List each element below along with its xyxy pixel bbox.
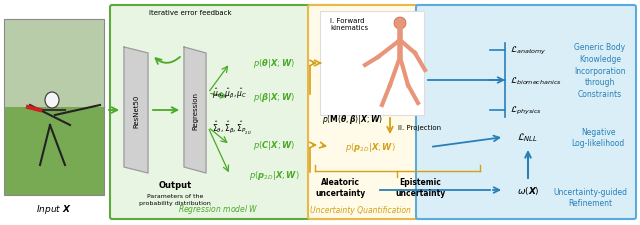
Text: Negative
Log-likelihood: Negative Log-likelihood <box>572 127 625 148</box>
Text: Uncertainty-guided
Refinement: Uncertainty-guided Refinement <box>553 187 627 207</box>
Text: I. Forward
kinematics: I. Forward kinematics <box>330 18 368 31</box>
Text: Output: Output <box>158 181 191 190</box>
Text: ResNet50: ResNet50 <box>133 94 139 127</box>
Text: Uncertainty Quantification: Uncertainty Quantification <box>310 205 410 214</box>
Text: $p(\boldsymbol{\theta}|\boldsymbol{X}; \boldsymbol{W})$: $p(\boldsymbol{\theta}|\boldsymbol{X}; \… <box>253 57 295 70</box>
Text: Aleatoric
uncertainty: Aleatoric uncertainty <box>315 177 365 197</box>
Text: Parameters of the
probability distribution: Parameters of the probability distributi… <box>139 194 211 205</box>
Text: $p(\boldsymbol{\beta}|\boldsymbol{X}; \boldsymbol{W})$: $p(\boldsymbol{\beta}|\boldsymbol{X}; \b… <box>253 91 295 104</box>
Bar <box>4 20 104 195</box>
FancyBboxPatch shape <box>110 6 342 219</box>
Bar <box>4 20 104 108</box>
FancyBboxPatch shape <box>308 6 490 219</box>
Text: $p(\boldsymbol{C}|\boldsymbol{X}; \boldsymbol{W})$: $p(\boldsymbol{C}|\boldsymbol{X}; \bolds… <box>253 139 295 152</box>
Text: $p(\boldsymbol{p}_{2D}|\boldsymbol{X}; \boldsymbol{W})$: $p(\boldsymbol{p}_{2D}|\boldsymbol{X}; \… <box>249 169 300 182</box>
FancyBboxPatch shape <box>416 6 636 219</box>
Text: Regression: Regression <box>192 92 198 129</box>
Text: Iterative error feedback: Iterative error feedback <box>148 10 231 16</box>
Text: Epistemic
uncertainty: Epistemic uncertainty <box>395 177 445 197</box>
Text: $\mathcal{L}_{biomechanics}$: $\mathcal{L}_{biomechanics}$ <box>510 75 562 86</box>
Text: Generic Body
Knowledge
Incorporation
through
Constraints: Generic Body Knowledge Incorporation thr… <box>574 43 626 99</box>
Text: $p(\boldsymbol{p}_{2D}|\boldsymbol{X}; \boldsymbol{W})$: $p(\boldsymbol{p}_{2D}|\boldsymbol{X}; \… <box>345 141 396 154</box>
Polygon shape <box>124 48 148 173</box>
Text: $\hat{\Sigma}_\theta, \hat{\Sigma}_\beta, \hat{\Sigma}_{P_{2D}}$: $\hat{\Sigma}_\theta, \hat{\Sigma}_\beta… <box>212 119 252 136</box>
FancyBboxPatch shape <box>320 12 424 115</box>
Text: $\mathcal{L}_{NLL}$: $\mathcal{L}_{NLL}$ <box>517 131 539 144</box>
Polygon shape <box>184 48 206 173</box>
Text: $\mathcal{L}_{physics}$: $\mathcal{L}_{physics}$ <box>510 104 541 117</box>
Text: $\omega(\boldsymbol{X})$: $\omega(\boldsymbol{X})$ <box>516 184 540 196</box>
Ellipse shape <box>394 18 406 30</box>
Text: $\mathcal{L}_{anatomy}$: $\mathcal{L}_{anatomy}$ <box>510 45 547 57</box>
Ellipse shape <box>45 93 59 108</box>
Text: II. Projection: II. Projection <box>398 124 441 130</box>
Text: $p(\mathbf{M}(\boldsymbol{\theta}, \boldsymbol{\beta})|\boldsymbol{X}; \boldsymb: $p(\mathbf{M}(\boldsymbol{\theta}, \bold… <box>322 113 383 126</box>
Bar <box>4 108 104 195</box>
Text: $\hat{\mu}_\theta, \hat{\mu}_\beta, \hat{\mu}_C$: $\hat{\mu}_\theta, \hat{\mu}_\beta, \hat… <box>212 86 248 101</box>
Text: Regression model $W$: Regression model $W$ <box>178 202 259 215</box>
Text: Input $\boldsymbol{X}$: Input $\boldsymbol{X}$ <box>36 202 72 216</box>
